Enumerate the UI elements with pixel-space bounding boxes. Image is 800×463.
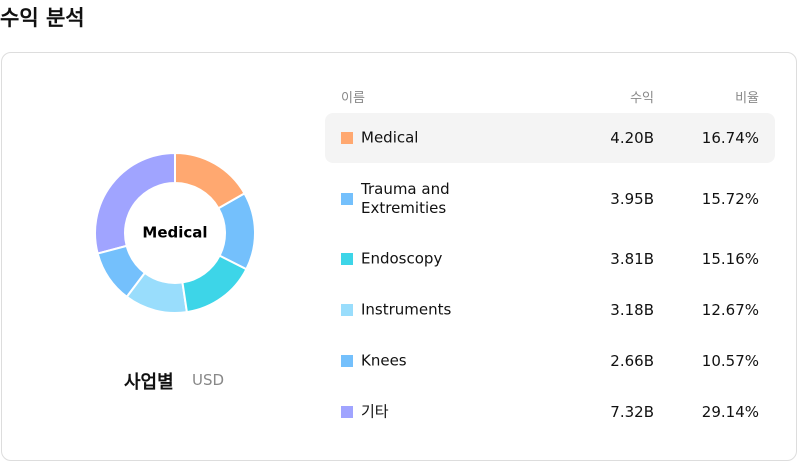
row-name: 기타 bbox=[361, 402, 389, 421]
row-share: 16.74% bbox=[701, 129, 759, 147]
legend-swatch bbox=[341, 253, 353, 265]
row-name: Endoscopy bbox=[361, 249, 443, 268]
row-name: Trauma and Extremities bbox=[361, 180, 450, 217]
row-revenue: 7.32B bbox=[610, 403, 654, 421]
row-name: Medical bbox=[361, 128, 419, 147]
row-share: 15.72% bbox=[701, 190, 759, 208]
row-share: 15.16% bbox=[701, 250, 759, 268]
column-header: 수익 bbox=[630, 91, 654, 106]
row-name: Instruments bbox=[361, 300, 452, 319]
donut-slice[interactable] bbox=[174, 151, 246, 210]
row-revenue: 3.95B bbox=[610, 190, 654, 208]
row-revenue: 2.66B bbox=[610, 352, 654, 370]
row-share: 29.14% bbox=[701, 403, 759, 421]
legend-swatch bbox=[341, 406, 353, 418]
row-share: 10.57% bbox=[701, 352, 759, 370]
legend-swatch bbox=[341, 193, 353, 205]
legend-swatch bbox=[341, 355, 353, 367]
page-title: 수익 분석 bbox=[0, 6, 85, 30]
row-share: 12.67% bbox=[701, 301, 759, 319]
column-header: 이름 bbox=[341, 91, 365, 106]
row-highlight[interactable] bbox=[325, 113, 775, 163]
center-label: Medical bbox=[142, 224, 207, 242]
row-revenue: 3.18B bbox=[610, 301, 654, 319]
donut-slice[interactable] bbox=[217, 191, 256, 271]
caption: 사업별 bbox=[124, 372, 174, 393]
unit: USD bbox=[192, 371, 225, 389]
donut-slice[interactable] bbox=[125, 271, 189, 314]
legend-swatch bbox=[341, 304, 353, 316]
column-header: 비율 bbox=[735, 91, 759, 106]
row-revenue: 4.20B bbox=[610, 129, 654, 147]
legend-swatch bbox=[341, 132, 353, 144]
card bbox=[1, 52, 797, 461]
row-name: Knees bbox=[361, 351, 407, 370]
donut-slice[interactable] bbox=[96, 244, 147, 299]
donut-slice[interactable] bbox=[181, 254, 248, 314]
donut-chart: Medical bbox=[94, 151, 256, 314]
row-revenue: 3.81B bbox=[610, 250, 654, 268]
